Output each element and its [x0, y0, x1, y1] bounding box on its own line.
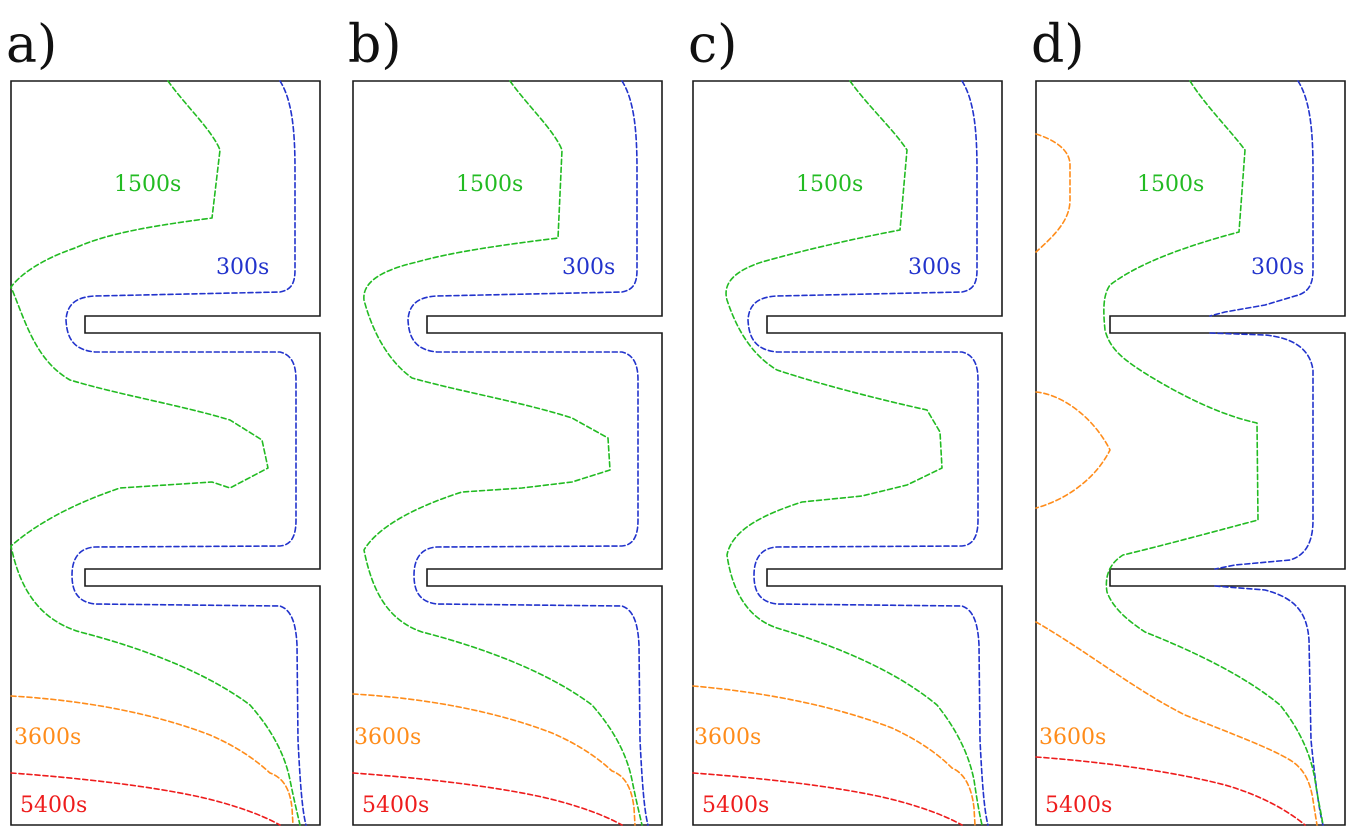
isotherm-300s	[65, 80, 307, 826]
label-5400s: 5400s	[20, 793, 87, 818]
label-300s: 300s	[908, 255, 961, 280]
isotherm-3600s	[692, 685, 976, 826]
isotherm-300s	[747, 80, 989, 826]
label-300s: 300s	[562, 255, 615, 280]
label-1500s: 1500s	[796, 172, 863, 197]
isotherm-5400s	[10, 772, 281, 826]
panel-a: a) 1500s 300s 3600s 5400s	[6, 15, 321, 826]
panel-letter-d: d)	[1031, 15, 1085, 75]
panel-letter-a: a)	[6, 15, 57, 75]
isotherm-300s	[1209, 80, 1324, 826]
panel-b: b) 1500s 300s 3600s 5400s	[348, 15, 663, 826]
section-outline	[10, 80, 321, 826]
label-5400s: 5400s	[1045, 793, 1112, 818]
isotherm-1500s	[10, 80, 301, 826]
isotherm-3600s	[352, 693, 636, 826]
label-5400s: 5400s	[702, 793, 769, 818]
label-1500s: 1500s	[114, 172, 181, 197]
label-5400s: 5400s	[362, 793, 429, 818]
label-300s: 300s	[1251, 255, 1304, 280]
panel-d: d) 1500s 300s 3600s 5400s	[1031, 15, 1346, 826]
panel-letter-c: c)	[688, 15, 737, 75]
label-3600s: 3600s	[354, 725, 421, 750]
isotherm-3600s-upper	[1035, 133, 1071, 253]
section-outline	[352, 80, 663, 826]
panel-c: c) 1500s 300s 3600s 5400s	[688, 15, 1003, 826]
section-outline	[1035, 80, 1346, 826]
isotherm-300s	[407, 80, 649, 826]
isotherm-3600s	[10, 695, 294, 826]
label-1500s: 1500s	[456, 172, 523, 197]
section-outline	[692, 80, 1003, 826]
panel-letter-b: b)	[348, 15, 402, 75]
isotherm-5400s	[1035, 756, 1306, 826]
isotherm-3600s-middle	[1035, 391, 1111, 509]
isotherm-5400s	[692, 772, 963, 826]
label-300s: 300s	[216, 255, 269, 280]
isotherm-1500s	[363, 80, 643, 826]
label-3600s: 3600s	[1039, 725, 1106, 750]
isotherm-1500s	[725, 80, 983, 826]
label-1500s: 1500s	[1137, 172, 1204, 197]
isotherm-1500s	[1103, 80, 1324, 826]
label-3600s: 3600s	[14, 725, 81, 750]
label-3600s: 3600s	[694, 725, 761, 750]
isotherm-5400s	[352, 772, 623, 826]
isotherm-3600s	[1035, 621, 1318, 826]
